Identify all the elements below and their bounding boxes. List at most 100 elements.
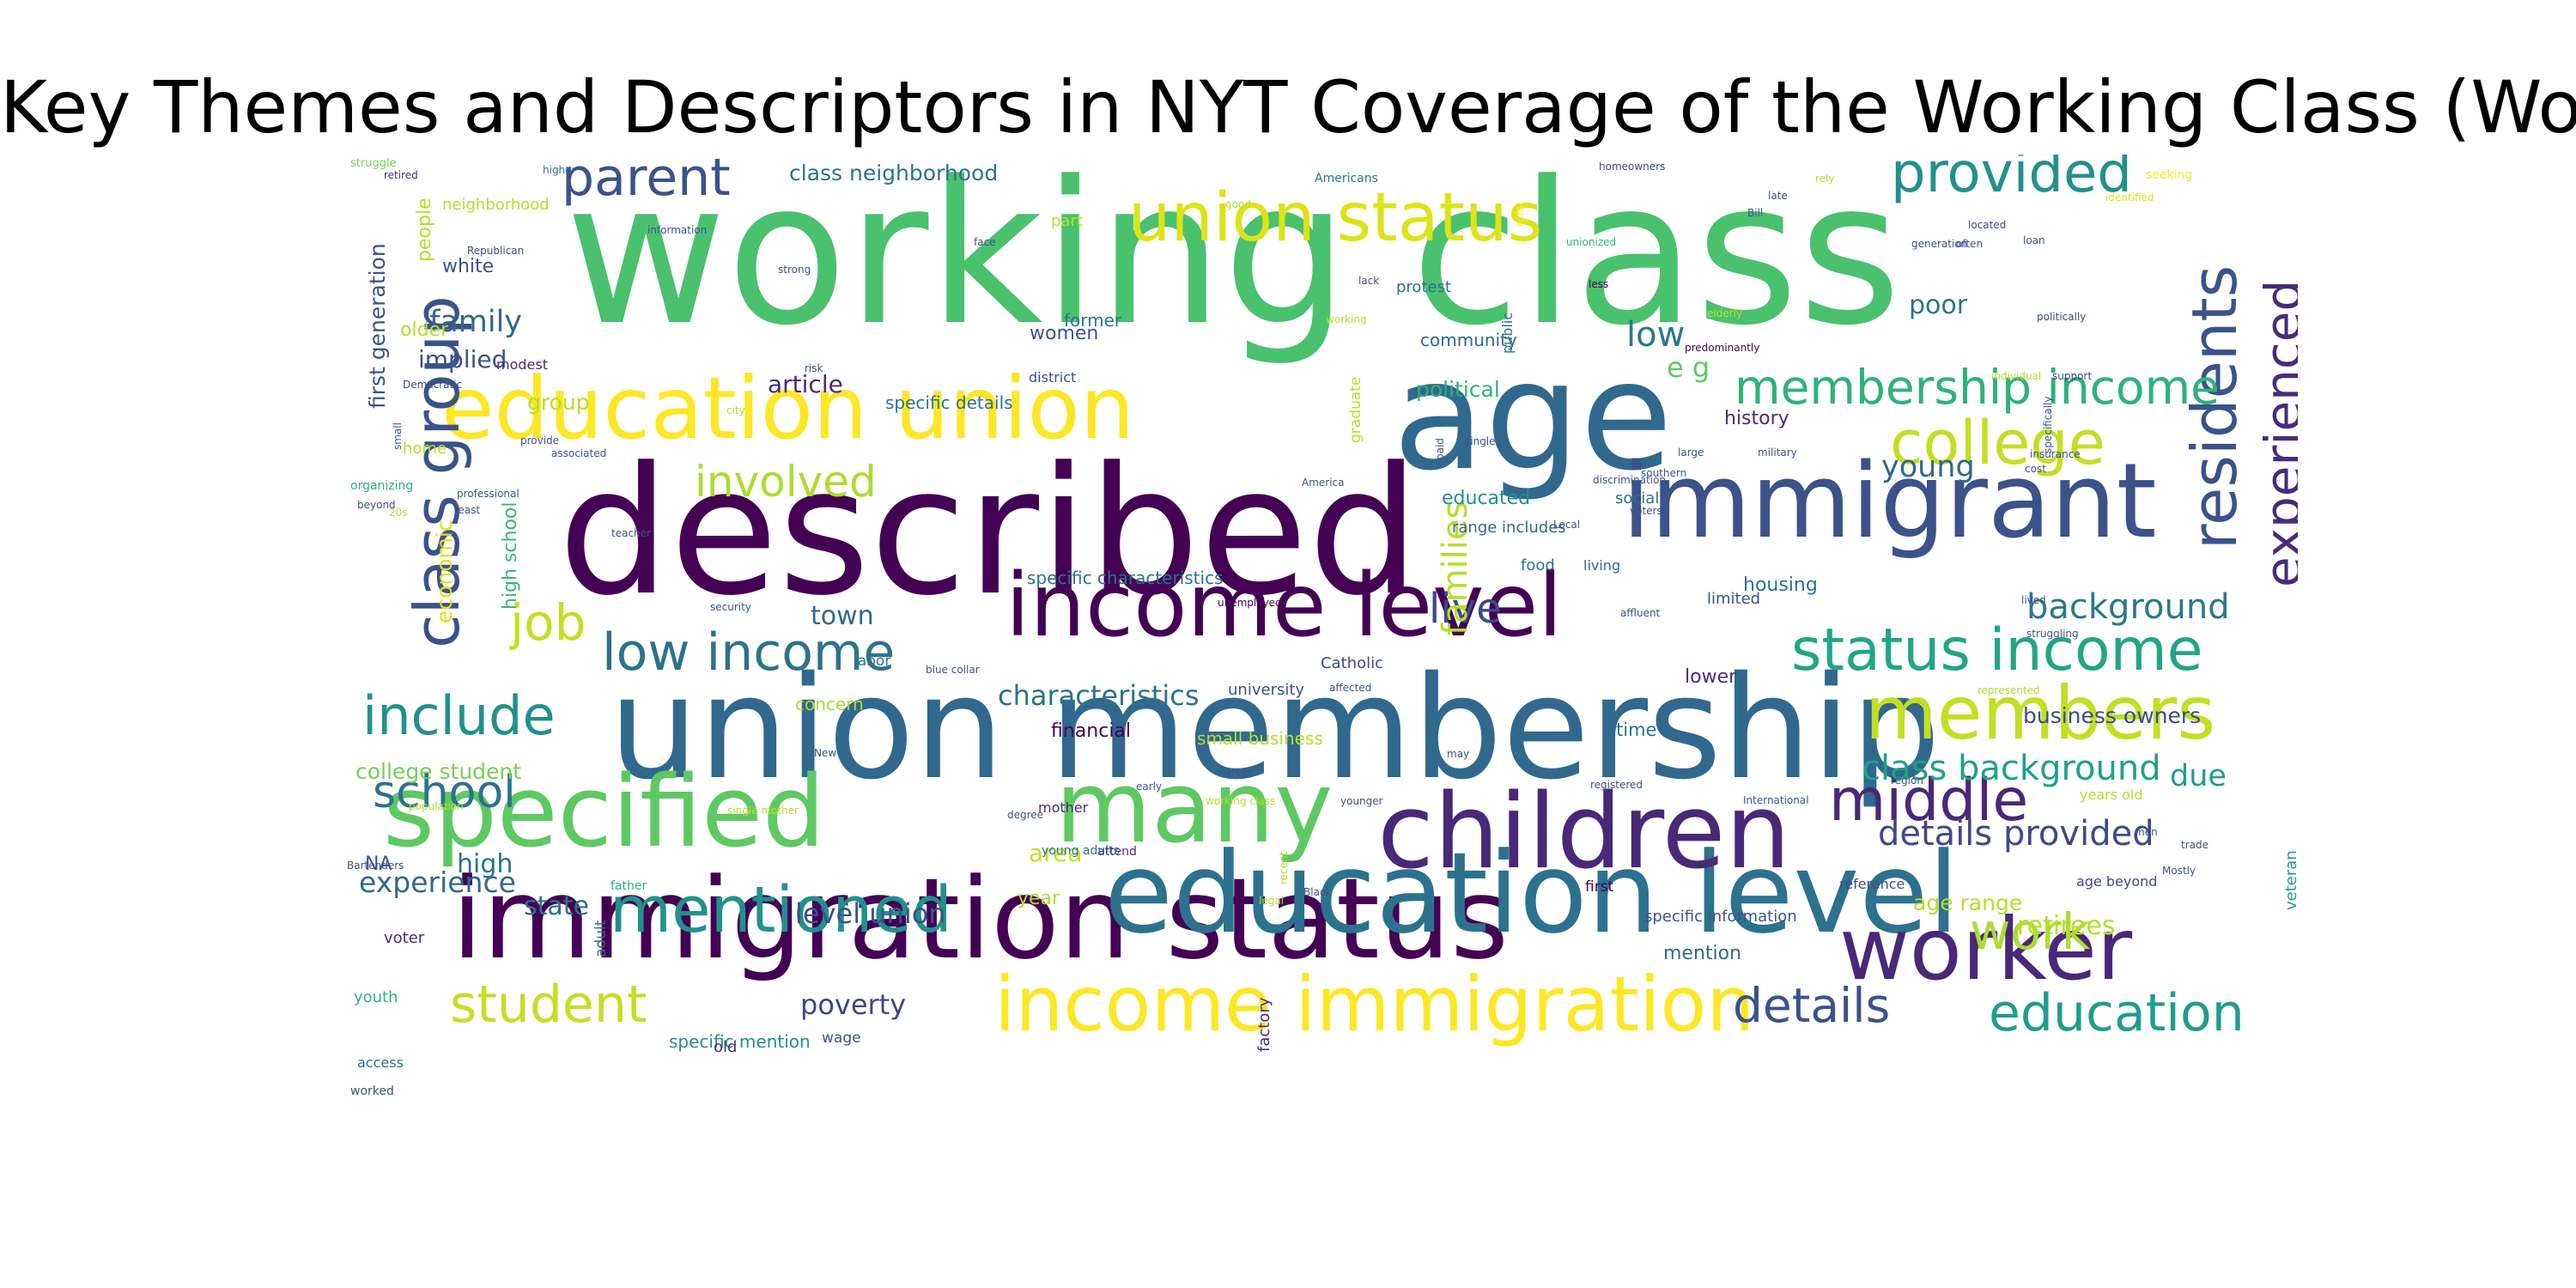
word-poverty: poverty bbox=[800, 988, 906, 1021]
word-neighborhood: neighborhood bbox=[442, 196, 550, 214]
word-paid: paid bbox=[1434, 438, 1446, 460]
word-education: education bbox=[1989, 983, 2245, 1043]
word-seeking: seeking bbox=[2146, 168, 2192, 182]
word-attend: attend bbox=[1097, 845, 1137, 859]
word-information: information bbox=[647, 224, 707, 236]
word-20s: 20s bbox=[389, 507, 408, 519]
word-student: student bbox=[450, 975, 647, 1035]
word-article: article bbox=[768, 370, 843, 398]
word-younger: younger bbox=[1340, 795, 1383, 807]
word-unemployed: unemployed bbox=[1218, 597, 1282, 609]
word-college-student: college student bbox=[355, 759, 521, 784]
word-young: young bbox=[1881, 450, 1975, 484]
word-single-mother: single mother bbox=[727, 805, 799, 817]
word-associated: associated bbox=[551, 447, 606, 459]
word-recent: recent bbox=[1278, 851, 1290, 884]
word-age-range: age range bbox=[1913, 890, 2022, 915]
word-youth: youth bbox=[354, 988, 398, 1006]
word-community: community bbox=[1420, 330, 1517, 350]
word-america: America bbox=[1302, 477, 1345, 489]
word-high: high bbox=[457, 849, 513, 879]
word-working-class: working class bbox=[565, 155, 1901, 369]
word-region: region bbox=[1891, 775, 1923, 787]
word-military: military bbox=[1758, 447, 1797, 459]
word-na: NA bbox=[365, 854, 392, 875]
word-graduate: graduate bbox=[1347, 377, 1364, 443]
word-status-income: status income bbox=[1791, 617, 2203, 684]
word-district: district bbox=[1029, 369, 1076, 386]
word-public: public bbox=[1499, 313, 1516, 354]
word-experience: experience bbox=[359, 866, 516, 899]
word-working-class: working class bbox=[1206, 795, 1275, 807]
word-parent: parent bbox=[562, 155, 731, 208]
word-population: population bbox=[409, 800, 464, 812]
word-black: Black bbox=[1303, 886, 1332, 898]
word-homeowners: homeowners bbox=[1599, 161, 1665, 173]
word-bartenders: Bartenders bbox=[347, 860, 404, 872]
word-limited: limited bbox=[1707, 590, 1760, 608]
word-specifically: specifically bbox=[2042, 397, 2054, 453]
word-higher: higher bbox=[543, 164, 576, 176]
word-degree: degree bbox=[1007, 809, 1043, 821]
word-background: background bbox=[2026, 587, 2230, 627]
word-old: old bbox=[714, 1038, 737, 1056]
word-retirees: retirees bbox=[2017, 911, 2115, 941]
word-early: early bbox=[1136, 781, 1162, 793]
word-poor: poor bbox=[1909, 290, 1968, 320]
word-international: International bbox=[1743, 794, 1809, 806]
word-reference: reference bbox=[1839, 876, 1905, 892]
word-mention: mention bbox=[1663, 943, 1741, 964]
word-generation: generation bbox=[1911, 238, 1967, 250]
word-labor: labor bbox=[854, 653, 890, 670]
word-city: city bbox=[726, 404, 745, 416]
word-least: least bbox=[455, 504, 480, 516]
word-first: first bbox=[1585, 878, 1614, 896]
word-late: late bbox=[1768, 190, 1788, 202]
word-worker: worker bbox=[1839, 899, 2133, 999]
word-people: people bbox=[414, 197, 435, 262]
word-large: large bbox=[1678, 447, 1704, 459]
word-individual: individual bbox=[1991, 370, 2041, 382]
word-beyond: beyond bbox=[357, 499, 396, 511]
word-blue-collar: blue collar bbox=[926, 664, 980, 676]
word-range-includes: range includes bbox=[1452, 519, 1566, 537]
word-risk: risk bbox=[805, 362, 823, 374]
word-level-union: level union bbox=[795, 897, 946, 930]
word-low-income: low income bbox=[602, 623, 895, 683]
word-access: access bbox=[357, 1054, 404, 1071]
word-high-school: high school bbox=[500, 502, 521, 611]
word-age-beyond: age beyond bbox=[2076, 873, 2157, 890]
word-immigrant: immigrant bbox=[1622, 442, 2157, 562]
word-first-generation: first generation bbox=[365, 243, 390, 409]
word-represented: represented bbox=[1978, 684, 2040, 696]
word-strong: strong bbox=[778, 264, 811, 276]
word-part: part bbox=[1051, 212, 1083, 230]
word-organizing: organizing bbox=[350, 479, 413, 493]
word-protest: protest bbox=[1396, 278, 1451, 296]
word-e-g: e g bbox=[1667, 351, 1710, 384]
word-specified: specified bbox=[383, 755, 825, 870]
word-mother: mother bbox=[1038, 799, 1089, 816]
word-due: due bbox=[2170, 759, 2227, 793]
word-men: men bbox=[2135, 826, 2158, 838]
word-local: Local bbox=[1553, 519, 1580, 531]
word-young-adults: young adults bbox=[1042, 844, 1120, 858]
word-work: work bbox=[1970, 902, 2091, 961]
word-affected: affected bbox=[1329, 682, 1371, 694]
word-political: political bbox=[1416, 377, 1500, 402]
word-lower: lower bbox=[1685, 666, 1737, 688]
word-include: include bbox=[362, 684, 556, 747]
word-cost: cost bbox=[2025, 463, 2046, 475]
word-adult: adult bbox=[592, 920, 610, 957]
word-specific-information: specific information bbox=[1644, 908, 1797, 926]
word-democratic: Democratic bbox=[403, 379, 462, 391]
word-southern: southern bbox=[1641, 467, 1686, 479]
word-located: located bbox=[1968, 219, 2006, 231]
word-members: members bbox=[1865, 671, 2215, 756]
word-live: live bbox=[1429, 585, 1502, 633]
word-mentioned: mentioned bbox=[610, 873, 952, 947]
word-older: older bbox=[400, 319, 449, 341]
word-struggle: struggle bbox=[350, 157, 397, 170]
word-lack: lack bbox=[1358, 275, 1379, 287]
word-politically: politically bbox=[2037, 311, 2086, 323]
